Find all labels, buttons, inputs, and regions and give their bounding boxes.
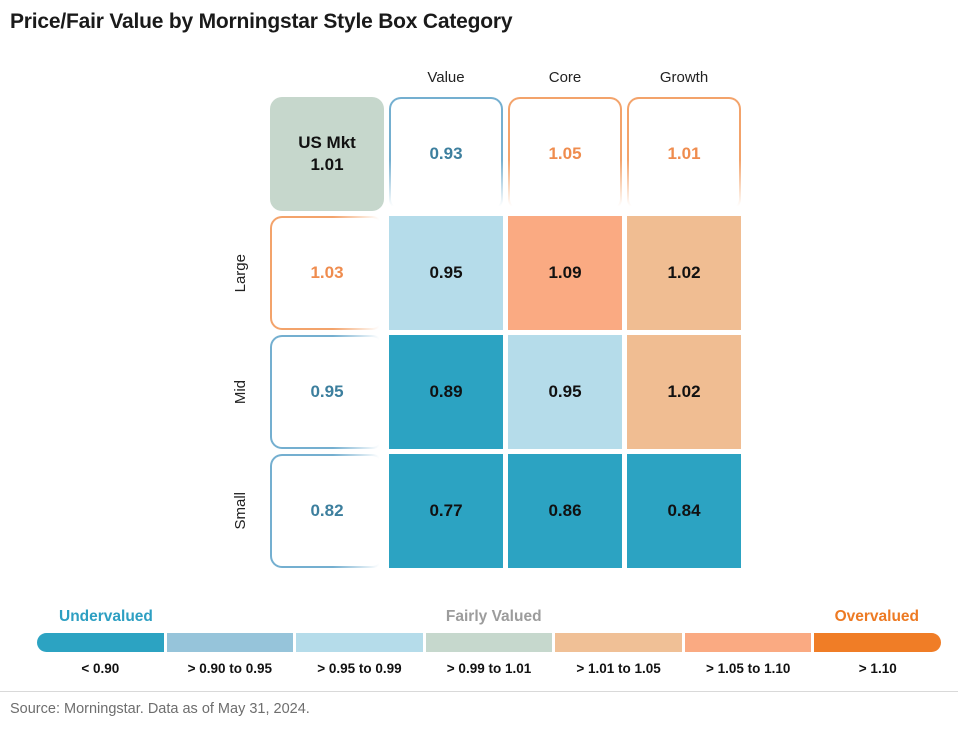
row-summary-mid: 0.95	[270, 335, 384, 449]
cell-small-core: 0.86	[508, 454, 622, 568]
legend-segment	[166, 633, 294, 652]
legend-segment	[555, 633, 682, 652]
legend-zone-labels: Undervalued Fairly Valued Overvalued	[37, 608, 941, 633]
legend-bin-label: < 0.90	[81, 661, 120, 676]
legend-bin-label: > 1.10	[858, 661, 897, 676]
cell-mid-growth: 1.02	[627, 335, 741, 449]
cell-small-value: 0.77	[389, 454, 503, 568]
legend-bin-label: > 1.05 to 1.10	[705, 661, 791, 676]
us-market-value: 1.01	[310, 155, 344, 174]
column-summary-value: 0.93	[389, 97, 503, 211]
legend-bin-label: > 1.01 to 1.05	[576, 661, 661, 676]
us-market-label: US Mkt	[298, 132, 356, 152]
legend-bin-label: > 0.90 to 0.95	[187, 661, 273, 676]
column-summary-value-number: 0.93	[391, 99, 501, 209]
legend-bin-labels: < 0.90 > 0.90 to 0.95 > 0.95 to 0.99 > 0…	[37, 661, 941, 676]
style-box-grid: Value Core Growth US Mkt 1.01 0.93 1.05 …	[216, 60, 948, 568]
legend-segment	[37, 633, 164, 652]
source-note: Source: Morningstar. Data as of May 31, …	[10, 701, 310, 717]
cell-large-core: 1.09	[508, 216, 622, 330]
row-summary-mid-number: 0.95	[272, 337, 382, 447]
legend-segment	[814, 633, 942, 652]
us-market-cell: US Mkt 1.01	[270, 97, 384, 211]
footer-divider	[0, 691, 958, 692]
column-header-growth: Growth	[659, 69, 709, 86]
row-label-large: Large	[232, 253, 249, 293]
cell-large-growth: 1.02	[627, 216, 741, 330]
cell-small-growth: 0.84	[627, 454, 741, 568]
cell-mid-value: 0.89	[389, 335, 503, 449]
grid-spacer	[216, 97, 265, 211]
column-header-value: Value	[427, 69, 465, 86]
row-summary-large-number: 1.03	[272, 218, 382, 328]
column-summary-core-number: 1.05	[510, 99, 620, 209]
legend-segment	[684, 633, 812, 652]
legend-zone-fairly-valued: Fairly Valued	[445, 608, 542, 625]
row-label-small: Small	[232, 492, 249, 530]
row-summary-large: 1.03	[270, 216, 384, 330]
price-fair-value-chart: Price/Fair Value by Morningstar Style Bo…	[0, 10, 958, 717]
column-summary-core: 1.05	[508, 97, 622, 211]
legend-zone-overvalued: Overvalued	[834, 608, 919, 625]
row-summary-small: 0.82	[270, 454, 384, 568]
row-label-mid: Mid	[232, 379, 249, 405]
row-summary-small-number: 0.82	[272, 456, 382, 566]
page-title: Price/Fair Value by Morningstar Style Bo…	[10, 10, 513, 33]
cell-mid-core: 0.95	[508, 335, 622, 449]
legend-segment	[425, 633, 553, 652]
legend-bin-label: > 0.95 to 0.99	[317, 661, 402, 676]
legend: Undervalued Fairly Valued Overvalued < 0…	[37, 608, 942, 676]
grid-spacer	[216, 60, 265, 92]
column-summary-growth-number: 1.01	[629, 99, 739, 209]
column-summary-growth: 1.01	[627, 97, 741, 211]
legend-color-bar	[37, 633, 942, 652]
column-header-core: Core	[548, 69, 582, 86]
legend-bin-label: > 0.99 to 1.01	[446, 661, 532, 676]
cell-large-value: 0.95	[389, 216, 503, 330]
grid-spacer	[270, 60, 384, 92]
legend-zone-undervalued: Undervalued	[59, 608, 153, 625]
legend-segment	[296, 633, 423, 652]
